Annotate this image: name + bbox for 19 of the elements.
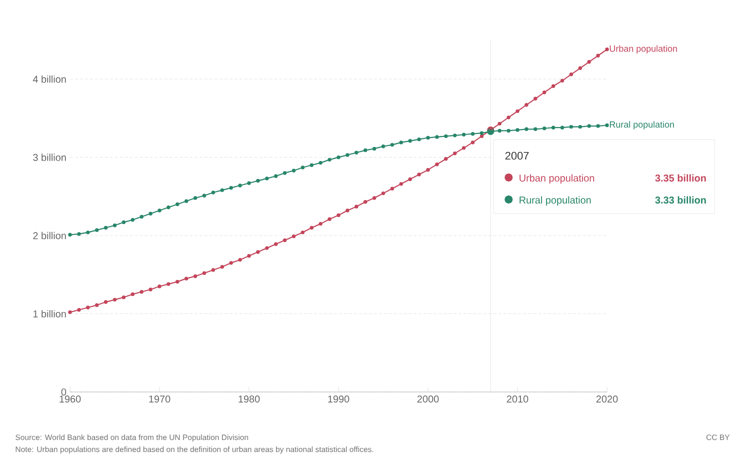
- y-tick-label: 1 billion: [33, 310, 66, 318]
- text: 3.35 billion: [655, 174, 706, 182]
- annotation: 2007: [505, 152, 529, 160]
- x-tick-label: 1970: [149, 396, 170, 403]
- legend-label: Rural population: [520, 196, 591, 206]
- x-tick-label: 2020: [596, 396, 618, 403]
- x-tick-label: 1980: [238, 396, 260, 403]
- text: Rural population: [610, 121, 674, 130]
- x-tick-label: 1960: [60, 396, 81, 403]
- x-tick-label: 2010: [506, 396, 528, 403]
- y-tick-label: 2 billion: [33, 232, 66, 240]
- text: Urban population: [610, 45, 677, 54]
- x-tick-label: 1990: [328, 396, 350, 403]
- y-tick-label: 4 billion: [32, 75, 66, 83]
- legend-label: Urban population: [520, 174, 594, 184]
- text: 3.33 billion: [655, 196, 706, 204]
- x-tick-label: 2000: [417, 396, 439, 403]
- y-tick-label: 0: [61, 388, 66, 396]
- y-tick-label: 3 billion: [33, 154, 66, 161]
